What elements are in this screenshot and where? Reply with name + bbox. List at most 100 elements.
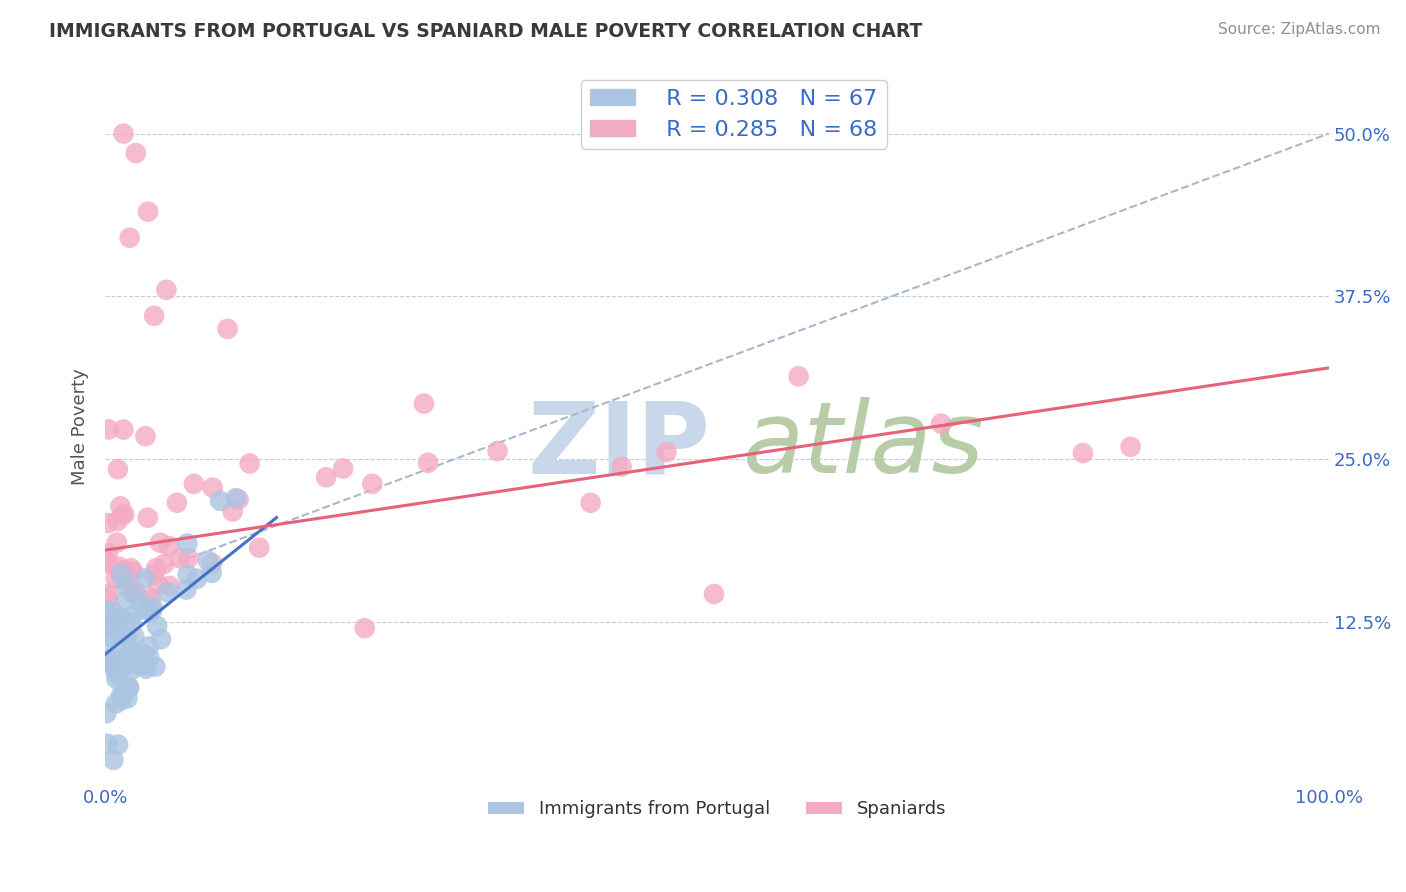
- Point: [105, 611, 128, 625]
- Point: [413, 396, 436, 410]
- Point: [149, 535, 172, 549]
- Point: [201, 566, 224, 580]
- Point: [929, 417, 952, 431]
- Point: [128, 658, 150, 673]
- Point: [110, 688, 132, 702]
- Point: [197, 553, 219, 567]
- Point: [186, 572, 208, 586]
- Point: [703, 587, 725, 601]
- Point: [787, 369, 810, 384]
- Point: [150, 632, 173, 647]
- Point: [125, 653, 148, 667]
- Point: [122, 565, 145, 579]
- Point: [97, 592, 120, 607]
- Point: [118, 681, 141, 696]
- Point: [107, 738, 129, 752]
- Point: [112, 688, 135, 702]
- Point: [143, 659, 166, 673]
- Point: [141, 604, 163, 618]
- Point: [134, 572, 156, 586]
- Point: [120, 656, 142, 670]
- Point: [117, 657, 139, 671]
- Point: [114, 563, 136, 577]
- Point: [108, 628, 131, 642]
- Point: [416, 456, 439, 470]
- Point: [143, 567, 166, 582]
- Point: [135, 662, 157, 676]
- Point: [117, 691, 139, 706]
- Point: [115, 630, 138, 644]
- Point: [111, 572, 134, 586]
- Point: [108, 559, 131, 574]
- Point: [96, 737, 118, 751]
- Point: [145, 561, 167, 575]
- Point: [105, 618, 128, 632]
- Point: [136, 603, 159, 617]
- Point: [139, 591, 162, 606]
- Point: [96, 618, 118, 632]
- Point: [110, 567, 132, 582]
- Text: IMMIGRANTS FROM PORTUGAL VS SPANIARD MALE POVERTY CORRELATION CHART: IMMIGRANTS FROM PORTUGAL VS SPANIARD MAL…: [49, 22, 922, 41]
- Point: [217, 322, 239, 336]
- Point: [97, 622, 120, 636]
- Point: [96, 706, 118, 721]
- Point: [103, 753, 125, 767]
- Point: [112, 638, 135, 652]
- Point: [104, 697, 127, 711]
- Point: [97, 587, 120, 601]
- Point: [176, 536, 198, 550]
- Point: [120, 584, 142, 599]
- Point: [115, 593, 138, 607]
- Point: [353, 621, 375, 635]
- Point: [97, 654, 120, 668]
- Point: [176, 568, 198, 582]
- Point: [111, 693, 134, 707]
- Point: [120, 561, 142, 575]
- Point: [103, 654, 125, 668]
- Point: [159, 579, 181, 593]
- Point: [156, 585, 179, 599]
- Point: [125, 584, 148, 599]
- Point: [655, 445, 678, 459]
- Point: [120, 615, 142, 630]
- Point: [110, 500, 132, 514]
- Point: [118, 680, 141, 694]
- Point: [208, 493, 231, 508]
- Point: [107, 668, 129, 682]
- Point: [97, 604, 120, 618]
- Point: [104, 572, 127, 586]
- Point: [153, 557, 176, 571]
- Point: [103, 662, 125, 676]
- Point: [97, 516, 120, 531]
- Point: [222, 504, 245, 518]
- Point: [201, 557, 224, 571]
- Point: [169, 551, 191, 566]
- Point: [112, 127, 135, 141]
- Y-axis label: Male Poverty: Male Poverty: [72, 368, 89, 485]
- Point: [105, 535, 128, 549]
- Point: [105, 514, 128, 528]
- Point: [125, 590, 148, 604]
- Point: [97, 546, 120, 560]
- Point: [132, 647, 155, 661]
- Point: [134, 658, 156, 673]
- Point: [143, 309, 166, 323]
- Point: [332, 461, 354, 475]
- Point: [101, 630, 124, 644]
- Point: [138, 594, 160, 608]
- Point: [225, 491, 247, 505]
- Point: [97, 555, 120, 569]
- Point: [114, 578, 136, 592]
- Point: [315, 470, 337, 484]
- Point: [120, 664, 142, 678]
- Point: [121, 644, 143, 658]
- Point: [1119, 440, 1142, 454]
- Point: [176, 582, 198, 597]
- Point: [98, 655, 121, 669]
- Point: [610, 459, 633, 474]
- Point: [112, 508, 135, 522]
- Point: [136, 510, 159, 524]
- Text: ZIP: ZIP: [527, 398, 710, 494]
- Point: [146, 619, 169, 633]
- Point: [112, 423, 135, 437]
